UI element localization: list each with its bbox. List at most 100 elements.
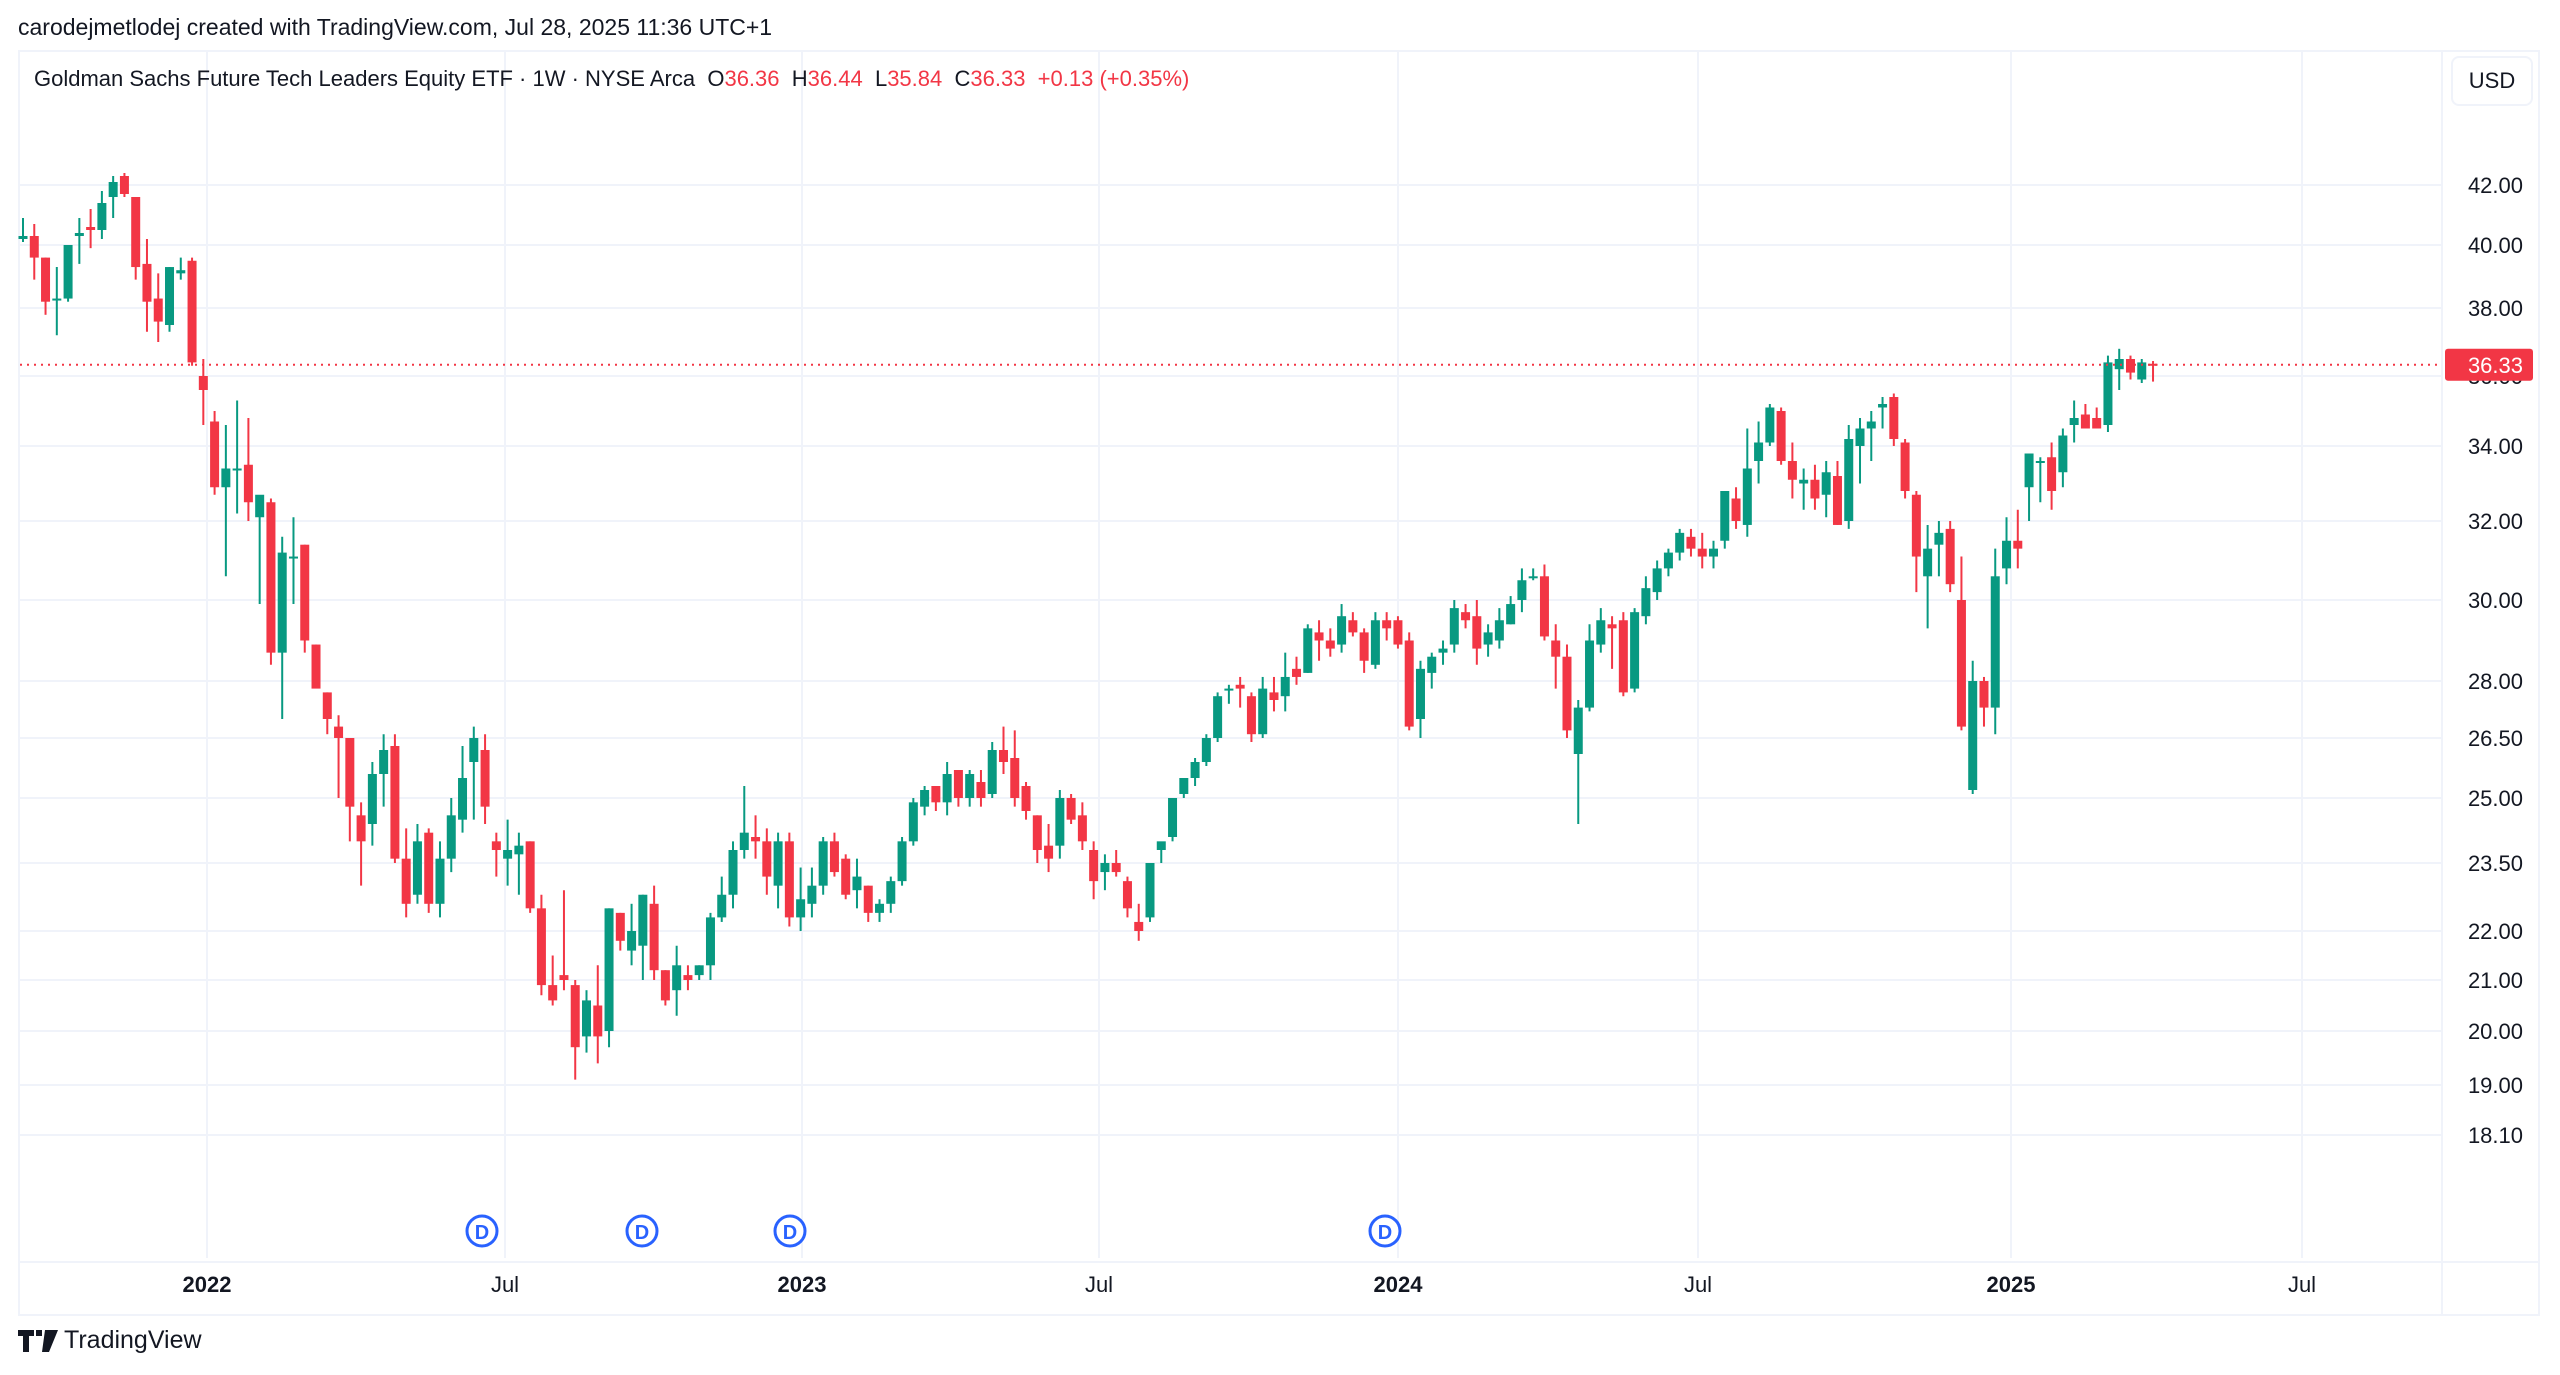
- candle: [243, 418, 253, 521]
- candle: [503, 819, 513, 886]
- price-tick-label: 22.00: [2468, 919, 2523, 944]
- candle: [1359, 628, 1369, 673]
- candle: [717, 876, 727, 922]
- candle: [1776, 407, 1786, 465]
- price-tick-label: 19.00: [2468, 1073, 2523, 1098]
- candle: [424, 828, 434, 913]
- dividend-marker-icon[interactable]: D: [773, 1214, 807, 1248]
- candle: [638, 894, 648, 980]
- dividend-marker-icon[interactable]: D: [465, 1214, 499, 1248]
- candle: [2125, 355, 2135, 380]
- grid-lines: [20, 52, 2540, 1314]
- price-tick-label: 38.00: [2468, 296, 2523, 321]
- high-value: 36.44: [807, 66, 863, 91]
- dividend-marker-icon[interactable]: D: [1368, 1214, 1402, 1248]
- dividend-marker-icon[interactable]: D: [625, 1214, 659, 1248]
- candle: [29, 224, 39, 280]
- candle: [480, 734, 490, 824]
- candle: [1190, 758, 1200, 786]
- candle: [1325, 628, 1335, 657]
- candle: [1089, 841, 1099, 900]
- open-value: 36.36: [724, 66, 780, 91]
- candle: [119, 173, 129, 197]
- candle: [1292, 656, 1302, 685]
- candle: [931, 786, 941, 811]
- candle: [1246, 692, 1256, 742]
- chart-frame: [18, 50, 2540, 1316]
- candle: [1663, 548, 1673, 577]
- svg-text:D: D: [475, 1222, 489, 1244]
- candle: [367, 762, 377, 846]
- candle: [1235, 676, 1245, 708]
- candle: [920, 786, 930, 816]
- candle: [548, 955, 558, 1006]
- candle: [525, 841, 535, 913]
- candle: [1427, 652, 1437, 689]
- candle: [1911, 491, 1921, 593]
- candle: [1562, 644, 1572, 738]
- candle: [1415, 660, 1425, 738]
- candle: [2069, 400, 2079, 443]
- candle: [198, 359, 208, 425]
- candle: [1528, 568, 1538, 581]
- candle: [1404, 632, 1414, 731]
- tradingview-logo-icon: [18, 1329, 58, 1352]
- price-tick-label: 26.50: [2468, 726, 2523, 751]
- candle: [1168, 798, 1178, 842]
- candle: [1483, 624, 1493, 657]
- candle: [908, 798, 918, 846]
- tradingview-logo[interactable]: TradingView: [18, 1326, 202, 1355]
- candle: [728, 841, 738, 909]
- candle: [1201, 734, 1211, 766]
- time-axis[interactable]: 2022 Jul 2023 Jul 2024 Jul 2025 Jul: [183, 1272, 2317, 1297]
- candle: [1742, 428, 1752, 537]
- candle: [1754, 421, 1764, 484]
- close-value: 36.33: [970, 66, 1026, 91]
- candle: [649, 885, 659, 980]
- candle: [1956, 556, 1966, 731]
- candle: [1731, 487, 1741, 529]
- candle: [1878, 397, 1888, 429]
- candle: [1494, 608, 1504, 649]
- candle: [1652, 560, 1662, 600]
- candle: [1134, 903, 1144, 941]
- candle: [2058, 428, 2068, 488]
- candle: [773, 832, 783, 909]
- currency-button[interactable]: USD: [2451, 56, 2533, 106]
- candle: [796, 867, 806, 931]
- candle: [2047, 442, 2057, 510]
- candle: [176, 257, 186, 280]
- candle: [1021, 782, 1031, 820]
- candle: [1596, 608, 1606, 653]
- candle: [1799, 468, 1809, 510]
- price-axis[interactable]: 42.0040.0038.0036.0034.0032.0030.0028.00…: [2445, 173, 2533, 1148]
- candle: [1618, 612, 1628, 697]
- candle: [18, 218, 28, 242]
- candle: [807, 867, 817, 918]
- candle: [277, 536, 287, 719]
- candle: [1675, 528, 1685, 561]
- candle: [2013, 509, 2023, 569]
- candle: [1213, 692, 1223, 742]
- price-tick-label: 21.00: [2468, 968, 2523, 993]
- candle: [446, 798, 456, 873]
- candle: [751, 815, 761, 859]
- price-tick-label: 23.50: [2468, 851, 2523, 876]
- time-tick-label: 2023: [778, 1272, 827, 1297]
- candle: [1934, 521, 1944, 577]
- candle: [1010, 730, 1020, 807]
- candle: [1866, 411, 1876, 461]
- price-tick-label: 40.00: [2468, 233, 2523, 258]
- candle: [1889, 393, 1899, 446]
- candle: [153, 273, 163, 342]
- candle: [379, 734, 389, 807]
- candle: [1145, 863, 1155, 922]
- candle: [1077, 802, 1087, 850]
- candle: [1607, 616, 1617, 669]
- time-tick-label: Jul: [2288, 1272, 2316, 1297]
- candle: [108, 176, 118, 218]
- svg-text:D: D: [783, 1222, 797, 1244]
- candle: [435, 841, 445, 918]
